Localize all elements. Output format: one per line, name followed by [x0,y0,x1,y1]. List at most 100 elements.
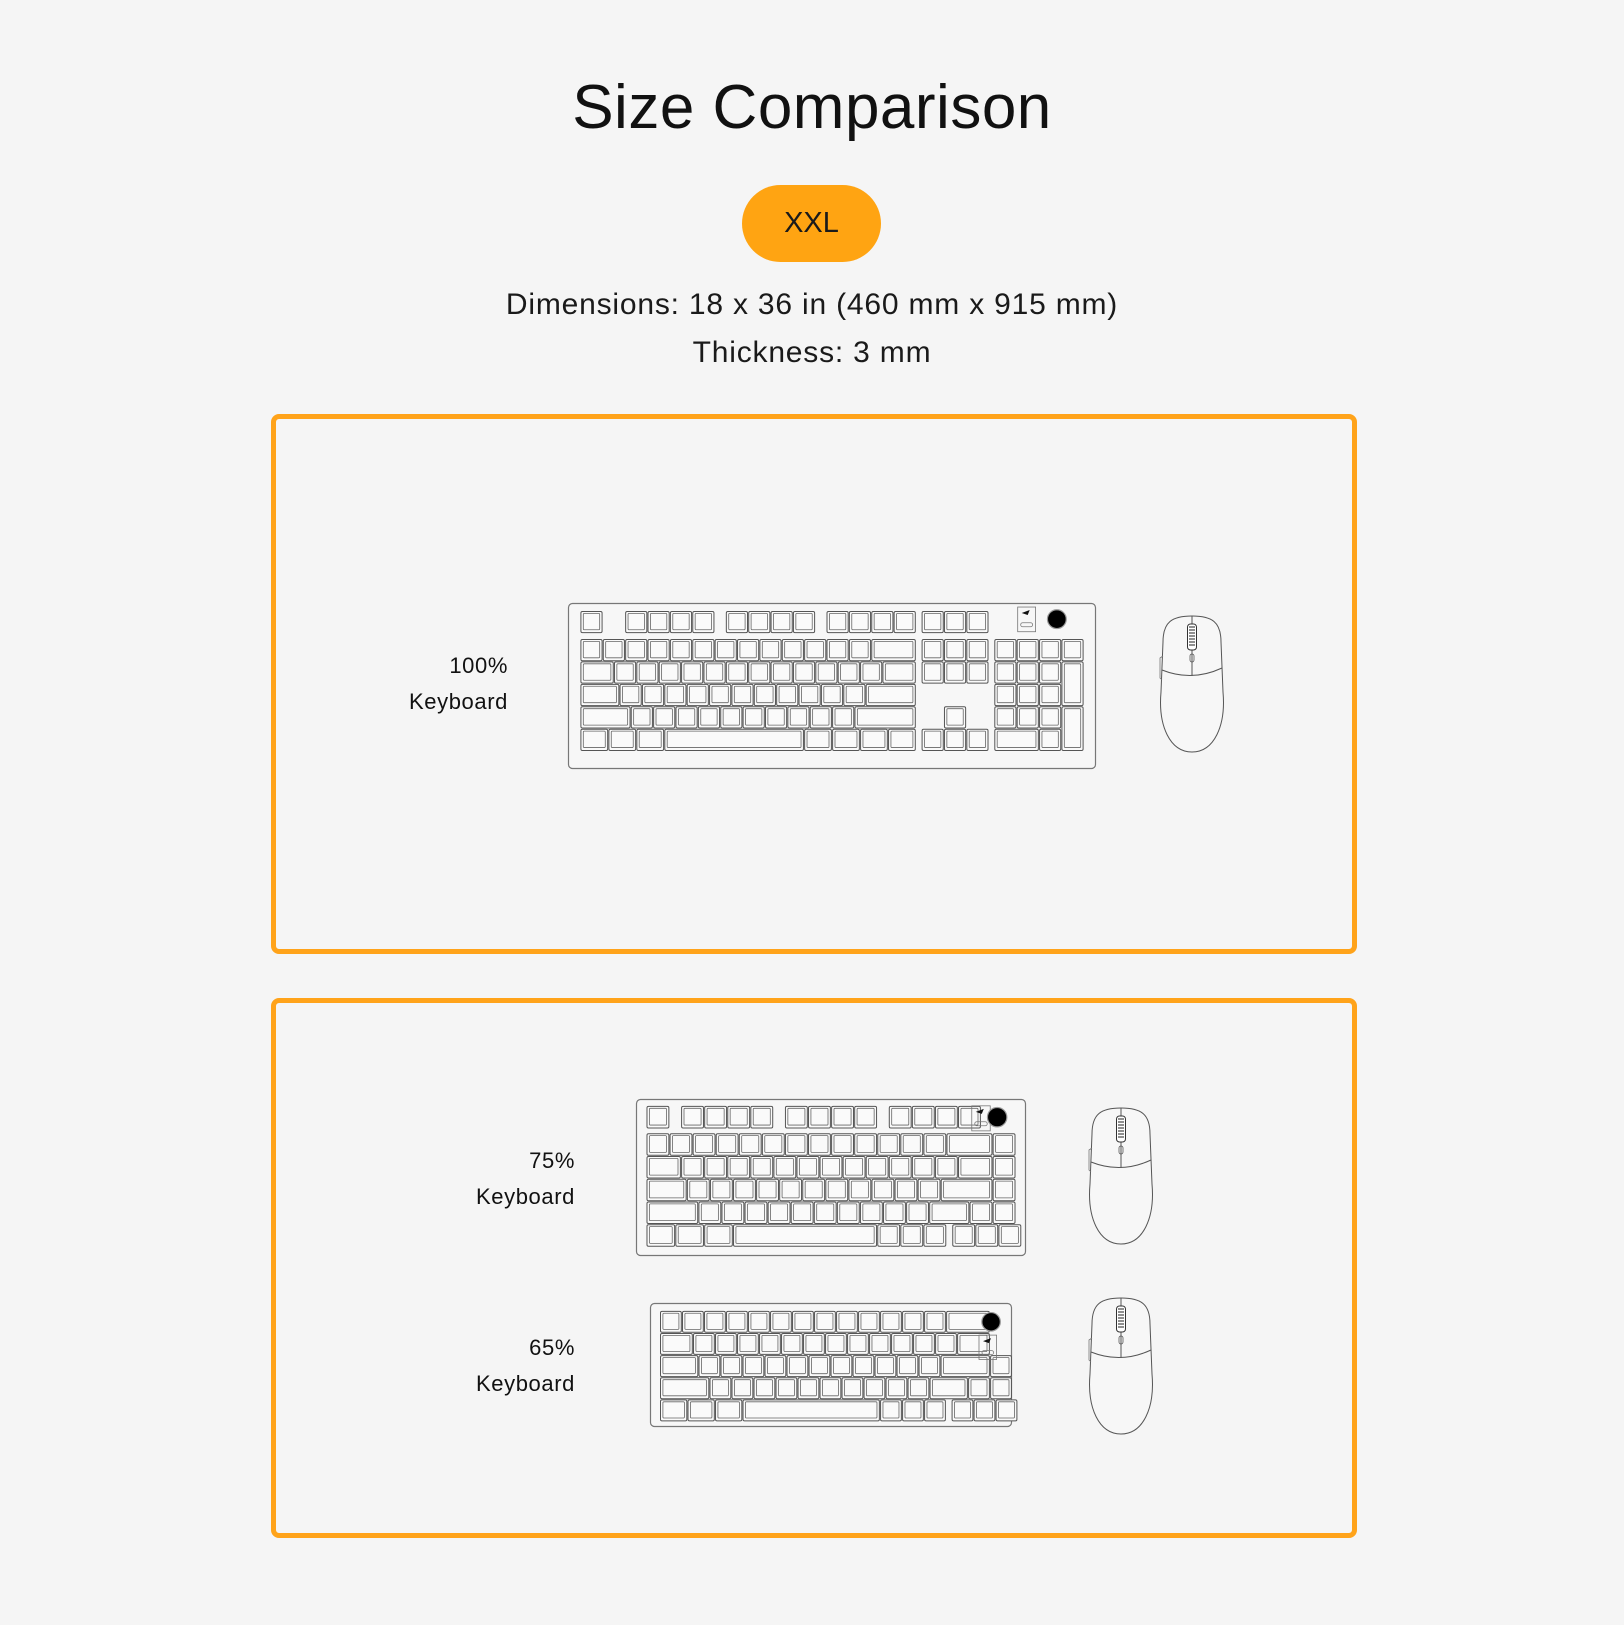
keycap-outline [796,1155,820,1179]
keycap-outline [943,728,967,751]
keycap-top [666,685,684,704]
keycap-top [1000,1226,1019,1244]
keycap-outline [871,1178,895,1202]
keycap [715,1133,739,1156]
keycap-top [810,1107,829,1126]
keycap-outline [748,610,771,634]
keycap [660,1355,699,1378]
keycap-top [924,730,942,748]
keycap-outline [742,1399,880,1422]
keycap [698,1201,722,1225]
keycap-outline [750,1105,774,1129]
keycap [580,610,603,634]
keycap-top [1041,730,1059,748]
keycap-top [946,708,964,726]
keycap [940,1178,993,1202]
keycap-outline [802,1178,826,1202]
keycap-top [794,1312,812,1330]
keycap-top [605,640,623,659]
keycap [692,1133,716,1156]
keycap [921,610,944,634]
keycap-top [689,1180,708,1199]
keycap [748,661,771,684]
mouse-body [1160,615,1224,753]
keycap-outline [882,661,916,684]
keycap-outline [891,1332,913,1355]
keycap-outline [943,706,967,729]
keycap-top [750,612,768,631]
keycap-top [968,640,987,659]
keycap [641,683,665,707]
keycap [704,1105,728,1129]
keycap-outline [709,683,732,707]
keycap-outline [900,1133,924,1156]
keycap-outline [842,1155,866,1179]
keycap-outline [641,683,665,707]
keycap-outline [682,1310,704,1333]
keycap-outline [935,1332,957,1355]
keycap-top [758,1180,777,1199]
keycap-top [733,685,752,704]
keycap [943,706,967,729]
keycap [966,638,989,662]
keycap [921,728,944,751]
keycap-outline [832,706,855,729]
keycap [854,706,916,729]
keycap-top [717,1334,735,1352]
keycap-top [862,1203,881,1222]
keycap-top [723,1357,740,1375]
side-buttons [1088,1337,1093,1363]
keycap [902,1310,924,1333]
keycap-outline [994,706,1017,729]
keycap-top [775,1157,794,1176]
keycap-top [761,1334,779,1352]
keycap [865,683,916,707]
keycap [602,638,625,662]
keycap-outline [825,1332,847,1355]
keycap [742,1399,880,1422]
keycap [966,728,989,751]
keycap [825,1178,849,1202]
keycap [968,1377,990,1400]
keycap-top [833,1135,852,1153]
keycap-outline [804,728,832,751]
keycap-outline [630,706,653,729]
keycap-top [995,1203,1014,1222]
keycap [709,1178,733,1202]
keycap [1016,638,1039,662]
keycap [813,1201,837,1225]
keycap-outline [658,661,681,684]
keycap [759,638,782,662]
keycap-outline [907,1377,930,1400]
keycap-outline [888,1155,912,1179]
keycap-outline [580,661,614,684]
keycap-outline [946,1133,993,1156]
keycap-top [729,1107,748,1126]
keycap [692,610,715,634]
keycap-outline [664,683,687,707]
keycap [786,1355,809,1378]
keycap [709,683,732,707]
keycap-outline [786,1355,809,1378]
keycap-top [778,1379,795,1397]
keycap-top [706,1107,725,1126]
dpi-button [1189,653,1195,663]
keycap-outline [748,661,771,684]
keycap [837,661,860,684]
keycap-top [829,612,847,631]
keycap-outline [580,728,609,751]
keycap-outline [709,1178,733,1202]
keycap-outline [727,1105,751,1129]
keycap [580,683,620,707]
keycap-top [908,1203,927,1222]
keycap-top [683,663,701,681]
keycap-top [633,708,651,726]
keycap-outline [992,1178,1016,1202]
keycap-top [868,1157,887,1176]
keycap-outline [753,1377,776,1400]
keycap-outline [1016,706,1039,729]
keycap [664,728,804,751]
keycap [882,661,916,684]
keycap-outline [798,683,821,707]
keycap-top [582,640,601,659]
